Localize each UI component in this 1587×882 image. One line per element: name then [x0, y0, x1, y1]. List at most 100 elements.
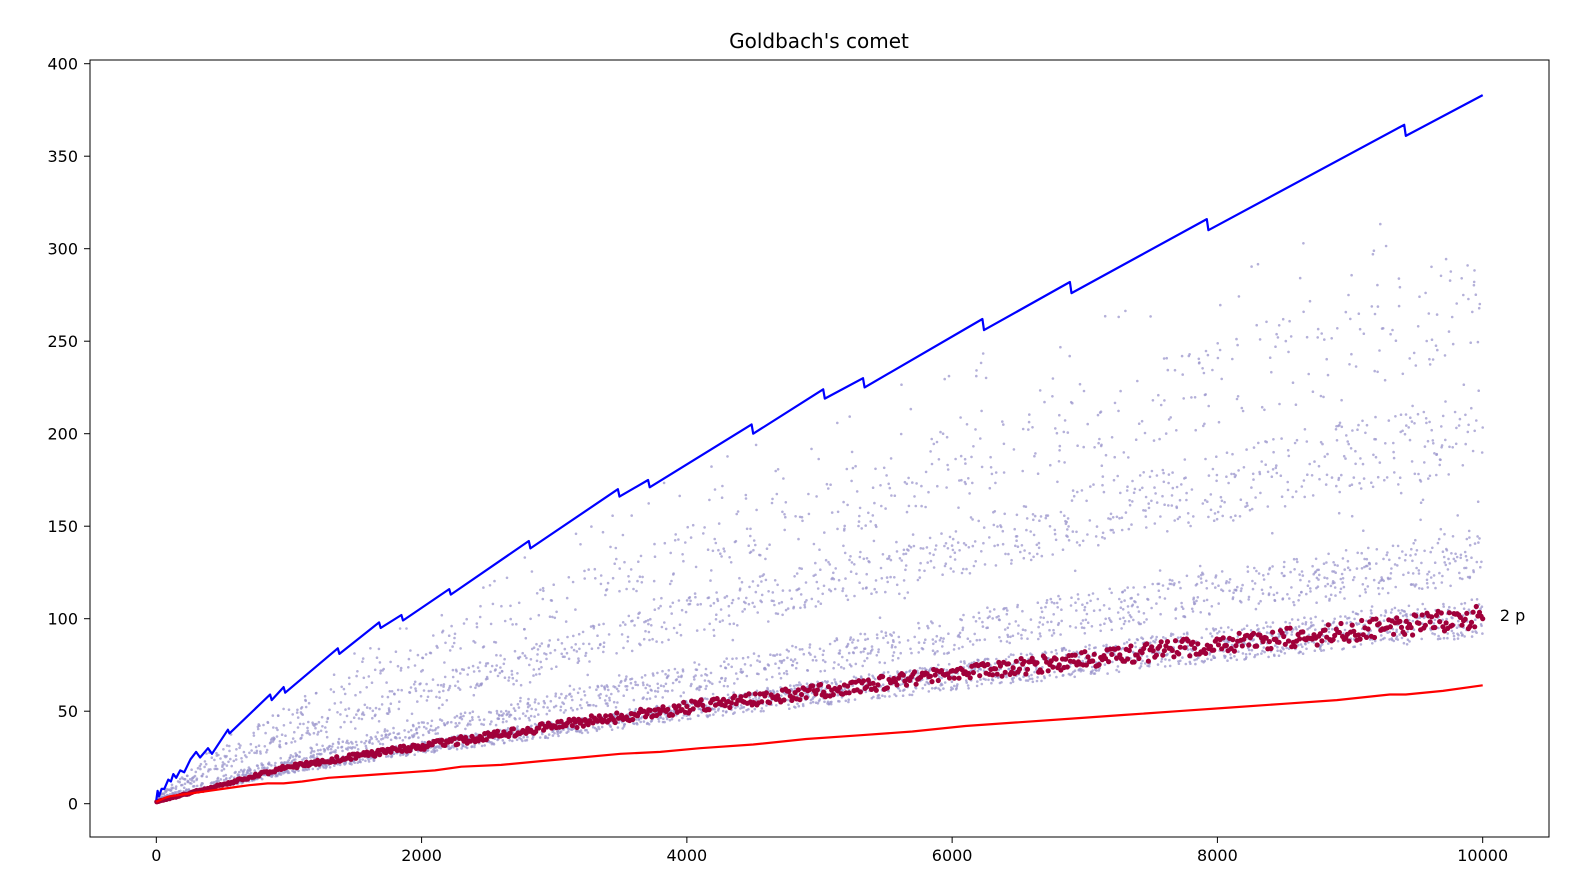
scatter-point	[181, 783, 184, 787]
scatter-point	[371, 742, 374, 745]
scatter-point	[1227, 581, 1231, 584]
scatter-point	[1184, 476, 1187, 480]
scatter-point	[849, 636, 853, 639]
scatter-point	[499, 710, 503, 713]
scatter-point	[1237, 650, 1240, 653]
scatter-point	[238, 746, 241, 750]
scatter-point	[1420, 587, 1424, 590]
scatter-point	[940, 532, 943, 535]
scatter-point	[967, 477, 970, 480]
scatter-point	[1078, 543, 1081, 547]
scatter-point	[1217, 420, 1221, 424]
scatter-point	[1008, 641, 1011, 645]
scatter-point	[1353, 576, 1356, 579]
scatter-point	[321, 744, 324, 748]
scatter-point	[885, 474, 888, 477]
scatter-point	[717, 522, 721, 525]
scatter-point	[653, 542, 656, 546]
scatter-point	[563, 647, 567, 651]
scatter-point	[328, 766, 332, 769]
scatter-point	[1457, 619, 1460, 623]
scatter-point	[705, 684, 708, 688]
scatter-point	[890, 644, 894, 647]
scatter-point	[1312, 641, 1316, 644]
scatter-point	[888, 695, 891, 698]
scatter-point	[1029, 530, 1032, 533]
scatter-point	[1095, 525, 1099, 528]
scatter-point	[1408, 640, 1411, 643]
scatter-point	[871, 514, 875, 517]
scatter-point	[869, 520, 872, 523]
scatter-point	[1451, 446, 1454, 449]
scatter-point	[679, 633, 683, 637]
scatter-point	[515, 622, 518, 626]
scatter-point	[437, 706, 441, 710]
scatter-point	[925, 546, 929, 549]
scatter-point	[541, 597, 545, 601]
scatter-point	[724, 677, 727, 680]
scatter-point	[1287, 454, 1291, 458]
scatter-point	[556, 730, 560, 733]
scatter-point	[1246, 565, 1249, 569]
scatter-point	[398, 627, 402, 630]
scatter-point	[929, 450, 932, 453]
scatter-point	[1413, 422, 1416, 425]
scatter-point	[333, 764, 336, 767]
scatter-point	[307, 701, 311, 705]
scatter-point	[891, 659, 894, 662]
scatter-point	[1153, 641, 1157, 644]
scatter-point	[258, 724, 261, 727]
scatter-point	[1288, 621, 1292, 625]
scatter-point	[1283, 505, 1287, 508]
scatter-point	[669, 709, 673, 713]
scatter-point	[1400, 636, 1404, 640]
scatter-point	[1268, 566, 1272, 570]
scatter-point	[1339, 615, 1342, 618]
scatter-point	[1250, 265, 1253, 268]
scatter-point	[225, 754, 228, 758]
scatter-point	[1076, 593, 1080, 596]
scatter-point	[503, 657, 506, 661]
scatter-point	[797, 587, 801, 590]
scatter-point	[977, 611, 981, 615]
scatter-point	[1197, 656, 1200, 660]
scatter-point	[773, 579, 777, 582]
scatter-point	[305, 757, 308, 760]
scatter-point	[336, 746, 340, 749]
scatter-point	[502, 717, 505, 721]
scatter-point	[1350, 483, 1354, 487]
scatter-point	[760, 707, 764, 710]
scatter-point	[435, 695, 438, 699]
scatter-point	[930, 687, 934, 690]
scatter-point	[953, 551, 957, 554]
scatter-point	[621, 621, 625, 624]
scatter-point	[703, 679, 707, 682]
scatter-point	[710, 569, 713, 572]
scatter-point	[669, 551, 672, 555]
scatter-point	[823, 669, 827, 673]
scatter-point	[225, 744, 229, 747]
scatter-point	[195, 777, 199, 780]
scatter-point	[501, 714, 504, 717]
scatter-point	[1300, 485, 1304, 488]
scatter-point	[1099, 629, 1102, 633]
scatter-point	[805, 599, 808, 602]
scatter-point	[1003, 628, 1007, 631]
scatter-point	[668, 719, 672, 722]
scatter-point	[1458, 576, 1462, 580]
scatter-point	[1019, 550, 1022, 554]
scatter-point	[276, 728, 279, 732]
scatter-point	[488, 584, 492, 587]
scatter-point	[463, 711, 467, 714]
scatter-point	[443, 675, 447, 679]
scatter-point	[199, 767, 202, 771]
scatter-point	[359, 690, 362, 694]
scatter-point	[542, 699, 546, 703]
scatter-point	[792, 684, 796, 688]
scatter-point	[1446, 636, 1449, 640]
scatter-point	[954, 457, 957, 461]
scatter-point	[881, 553, 885, 556]
scatter-point	[1211, 467, 1215, 471]
scatter-point	[1081, 659, 1084, 663]
